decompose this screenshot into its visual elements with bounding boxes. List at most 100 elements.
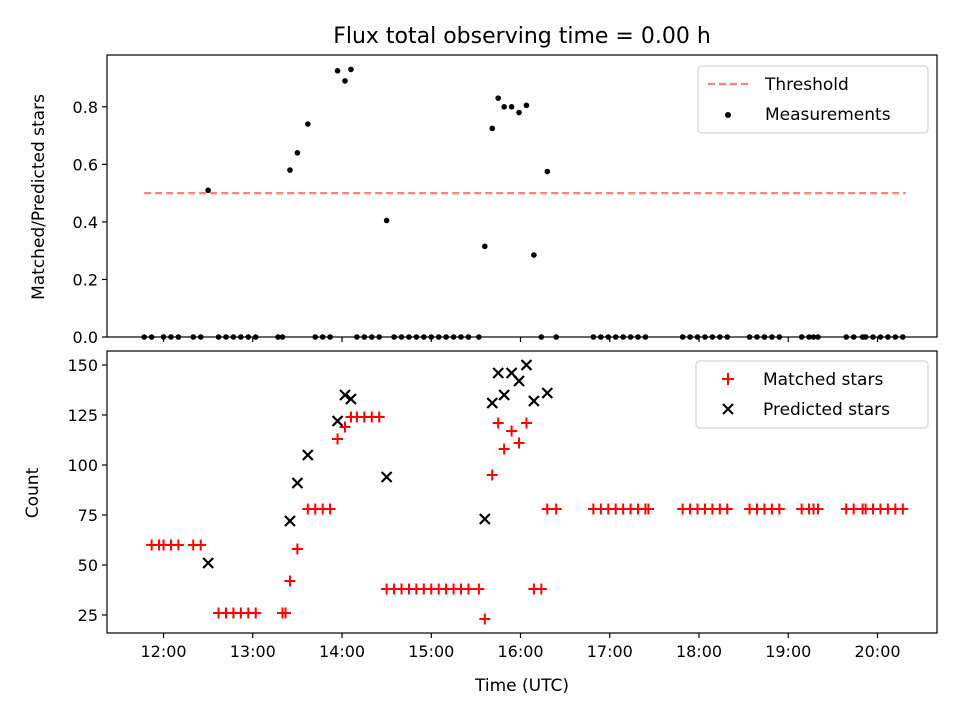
- measurement-point: [776, 334, 783, 340]
- measurement-point: [612, 334, 619, 340]
- x-tick-label: 20:00: [854, 642, 900, 661]
- measurement-point: [899, 334, 906, 340]
- measurement-point: [342, 78, 348, 84]
- measurement-point: [319, 334, 326, 340]
- predicted-point: [345, 393, 357, 405]
- measurement-point: [806, 334, 812, 340]
- axes-frame: [106, 350, 938, 634]
- bottom-legend-box: [695, 360, 929, 429]
- matched-point: [642, 503, 654, 515]
- legend-matched-label: Matched stars: [763, 370, 883, 390]
- measurement-point: [435, 334, 442, 340]
- predicted-point: [486, 397, 499, 409]
- matched-point: [498, 443, 510, 455]
- measurement-point: [523, 102, 530, 109]
- legend-threshold-label: Threshold: [764, 75, 849, 95]
- matched-point: [250, 607, 262, 619]
- measurement-point: [252, 334, 259, 340]
- measurement-point: [406, 334, 412, 340]
- y-tick-label: 0.2: [73, 270, 98, 289]
- measurement-point: [190, 334, 197, 340]
- x-tick-label: 14:00: [319, 642, 365, 661]
- x-axis-label: Time (UTC): [474, 676, 569, 696]
- measurement-point: [810, 334, 817, 340]
- measurement-point: [850, 334, 857, 340]
- matched-point: [812, 503, 824, 515]
- x-tick-label: 17:00: [587, 642, 633, 661]
- legend-predicted-label: Predicted stars: [763, 400, 890, 420]
- y-tick-label: 150: [67, 356, 98, 375]
- x-tick-label: 15:00: [408, 642, 454, 661]
- measurement-point: [709, 334, 716, 340]
- measurement-point: [245, 334, 252, 340]
- measurement-point: [287, 167, 293, 173]
- measurement-point: [443, 334, 449, 340]
- measurement-point: [717, 334, 723, 340]
- matched-point: [520, 417, 532, 429]
- measurement-point: [495, 95, 502, 101]
- measurement-point: [815, 334, 821, 340]
- measurement-point: [205, 187, 211, 194]
- measurement-point: [368, 334, 375, 340]
- legend-measurements-label: Measurements: [765, 105, 891, 125]
- measurement-point: [862, 334, 869, 340]
- x-tick-label: 12:00: [140, 642, 186, 661]
- y-tick-label: 25: [78, 606, 98, 625]
- measurement-point: [175, 334, 182, 340]
- matched-point: [897, 503, 909, 515]
- measurement-point: [687, 334, 693, 340]
- matched-point: [721, 503, 733, 515]
- measurement-point: [635, 334, 641, 340]
- measurement-point: [413, 334, 420, 340]
- legend-matched-swatch: [722, 373, 734, 385]
- measurement-point: [679, 334, 686, 340]
- top-plot-area: 0.0 0.2 0.4 0.6 0.8: [73, 54, 938, 347]
- measurement-point: [327, 334, 333, 340]
- x-tick-label: 19:00: [765, 642, 811, 661]
- bottom-plot-area: 25 50 75 100 125 150 12:00 13:00 14:00 15:00 16:00…: [67, 350, 938, 661]
- top-legend: Threshold Measurements: [697, 65, 929, 134]
- measurement-point: [870, 334, 876, 340]
- y-tick-label: 0.0: [73, 328, 98, 347]
- measurement-point: [642, 334, 649, 340]
- axes-frame: [106, 54, 938, 338]
- measurement-point: [605, 334, 612, 340]
- measurement-point: [476, 334, 482, 340]
- measurement-point: [489, 125, 496, 132]
- measurement-point: [482, 243, 488, 250]
- measurement-point: [312, 334, 319, 340]
- bottom-legend: Matched stars Predicted stars: [695, 360, 929, 429]
- measurement-point: [620, 334, 626, 340]
- top-legend-box: [697, 65, 929, 134]
- bottom-panel: 25 50 75 100 125 150 12:00 13:00 14:00 15:00 16:00…: [23, 350, 938, 696]
- x-tick-label: 13:00: [230, 642, 276, 661]
- top-panel: Flux total observing time = 0.00 h 0.00.…: [29, 24, 938, 347]
- legend-measurements-swatch: [725, 112, 731, 118]
- legend-predicted-swatch: [722, 403, 734, 415]
- matched-point: [172, 539, 184, 551]
- measurement-point: [590, 334, 597, 340]
- matched-point: [279, 607, 291, 619]
- measurement-point: [197, 334, 204, 340]
- predicted-point: [528, 395, 540, 407]
- matched-point: [486, 469, 498, 481]
- measurement-point: [376, 334, 383, 340]
- matched-point: [535, 583, 547, 595]
- measurement-point: [361, 334, 368, 340]
- measurement-point: [516, 109, 522, 116]
- measurement-point: [398, 334, 405, 340]
- measurement-point: [892, 334, 899, 340]
- measurement-point: [230, 334, 237, 340]
- bottom-y-axis-label: Count: [23, 467, 43, 518]
- measurement-point: [885, 334, 891, 340]
- measurement-point: [746, 334, 753, 340]
- matched-point: [506, 425, 518, 437]
- measurement-point: [769, 334, 775, 340]
- y-tick-label: 0.8: [73, 98, 98, 117]
- matched-point: [550, 503, 562, 515]
- predicted-point: [202, 557, 214, 569]
- matched-point: [473, 583, 485, 595]
- measurement-point: [334, 68, 341, 74]
- measurement-point: [215, 334, 222, 340]
